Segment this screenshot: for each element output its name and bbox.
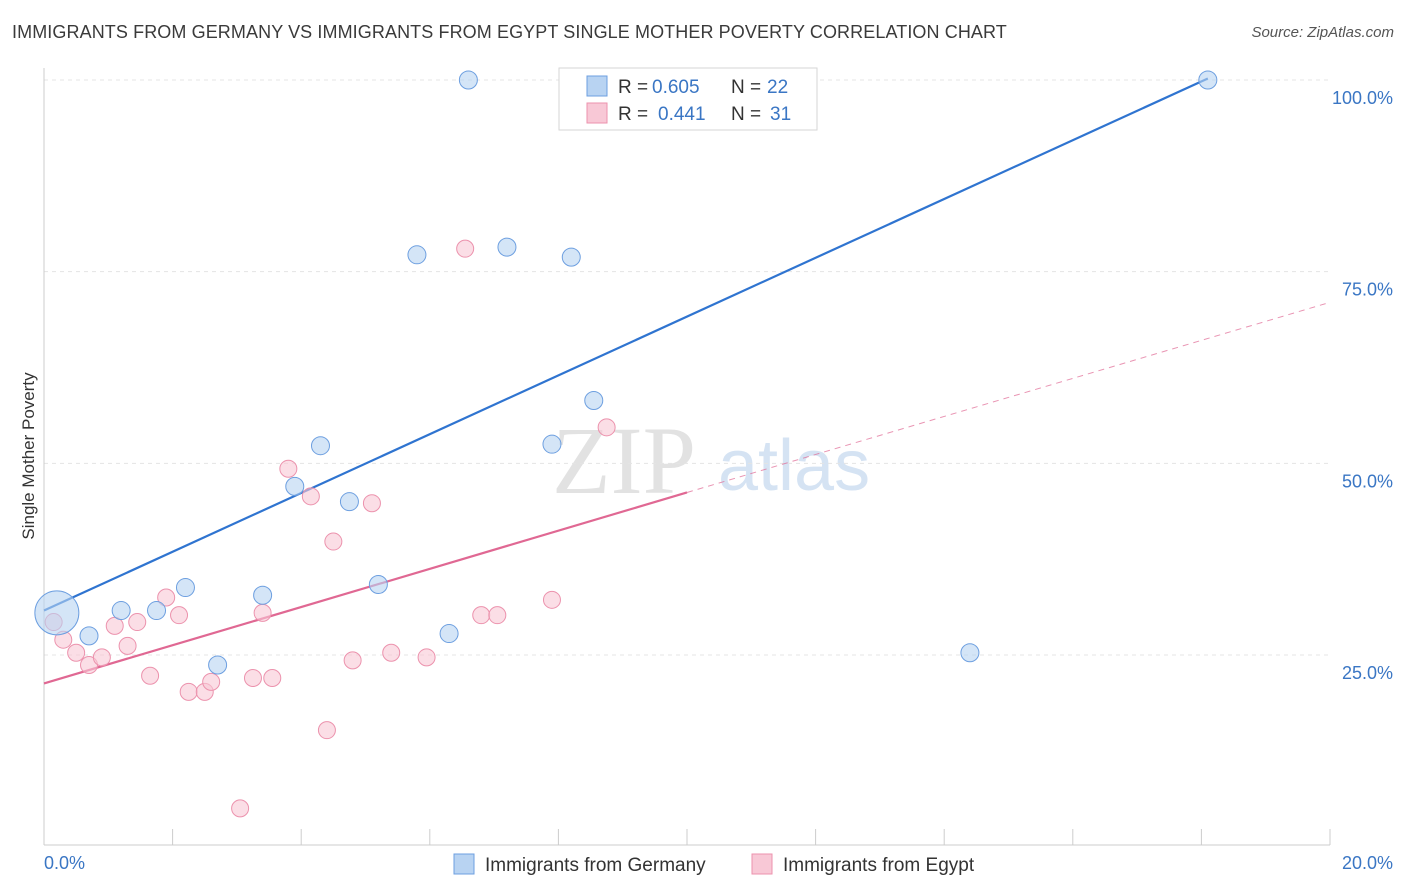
germany-legend-swatch: [586, 75, 608, 97]
germany-point: [497, 237, 517, 257]
x-tick-label-min: 0.0%: [44, 853, 85, 873]
stats-legend: R = 0.605 N = 22 R = 0.441 N = 31: [558, 67, 818, 131]
egypt-n-label: N =: [731, 104, 761, 125]
egypt-point: [597, 418, 616, 437]
germany-point: [34, 590, 80, 636]
egypt-series-label: Immigrants from Egypt: [783, 855, 975, 876]
y-tick-label: 25.0%: [1342, 663, 1393, 683]
germany-point: [310, 436, 330, 456]
watermark-atlas: atlas: [718, 426, 870, 506]
egypt-point: [92, 648, 111, 667]
egypt-point: [243, 669, 262, 688]
egypt-series-swatch: [751, 853, 773, 875]
germany-point: [111, 601, 131, 621]
egypt-r-value: 0.441: [658, 104, 706, 125]
source-credit: Source: ZipAtlas.com: [1251, 24, 1394, 41]
egypt-point: [362, 494, 381, 513]
y-tick-label: 75.0%: [1342, 280, 1393, 300]
watermark-zip: ZIP: [552, 407, 696, 514]
y-axis-title: Single Mother Poverty: [19, 372, 38, 540]
germany-point: [175, 578, 195, 598]
egypt-n-value: 31: [770, 104, 791, 125]
germany-point: [285, 476, 305, 496]
germany-point: [439, 624, 459, 644]
germany-point: [253, 585, 273, 605]
egypt-point: [343, 651, 362, 670]
y-tick-label: 50.0%: [1342, 471, 1393, 491]
germany-point: [1198, 70, 1218, 90]
germany-r-value: 0.605: [652, 77, 700, 98]
germany-r-label: R =: [618, 77, 648, 98]
germany-point: [79, 626, 99, 646]
egypt-point: [170, 606, 189, 625]
egypt-point: [301, 487, 320, 506]
germany-point: [584, 390, 604, 410]
egypt-trend-extension: [686, 301, 1331, 493]
egypt-point: [263, 669, 282, 688]
egypt-point: [118, 636, 137, 655]
germany-n-value: 22: [767, 77, 788, 98]
egypt-point: [382, 643, 401, 662]
egypt-point: [317, 721, 336, 740]
egypt-point: [253, 603, 272, 622]
egypt-point: [202, 672, 221, 691]
germany-point: [208, 655, 228, 675]
egypt-point: [179, 682, 198, 701]
egypt-point: [324, 532, 343, 551]
egypt-point: [417, 648, 436, 667]
egypt-point: [141, 666, 160, 685]
chart-title: IMMIGRANTS FROM GERMANY VS IMMIGRANTS FR…: [12, 22, 1007, 42]
germany-series-label: Immigrants from Germany: [485, 855, 706, 876]
y-tick-label: 100.0%: [1332, 88, 1393, 108]
grid-lines: [44, 79, 1330, 656]
germany-point: [542, 434, 562, 454]
germany-point: [368, 574, 388, 594]
x-ticks: [43, 829, 1331, 845]
egypt-r-label: R =: [618, 104, 648, 125]
germany-point: [407, 245, 427, 265]
egypt-trend-line: [43, 491, 688, 685]
trend-lines: [43, 77, 1331, 685]
germany-series-swatch: [453, 853, 475, 875]
egypt-point: [542, 590, 561, 609]
egypt-point: [472, 606, 491, 625]
egypt-point: [157, 588, 176, 607]
egypt-legend-swatch: [586, 102, 608, 124]
germany-point: [561, 247, 581, 267]
germany-point: [147, 601, 167, 621]
egypt-point: [231, 799, 250, 818]
germany-point: [960, 643, 980, 663]
germany-trend-line: [43, 77, 1209, 612]
x-tick-label-max: 20.0%: [1342, 853, 1393, 873]
y-tick-labels: 25.0% 50.0% 75.0% 100.0%: [1332, 88, 1393, 683]
egypt-point: [456, 239, 475, 258]
series-legend: Immigrants from Germany Immigrants from …: [453, 853, 975, 876]
egypt-point: [279, 459, 298, 478]
egypt-point: [67, 643, 86, 662]
scatter-points: [34, 70, 1218, 818]
germany-point: [458, 70, 478, 90]
egypt-point: [488, 606, 507, 625]
germany-point: [339, 492, 359, 512]
germany-n-label: N =: [731, 77, 761, 98]
egypt-point: [128, 613, 147, 632]
